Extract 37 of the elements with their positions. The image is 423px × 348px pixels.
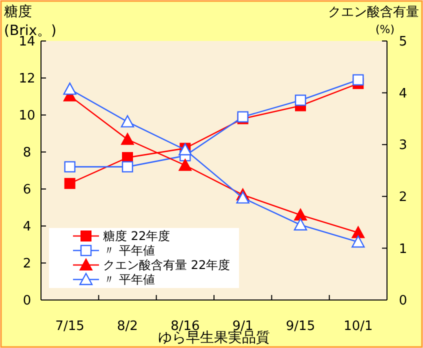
- point: [294, 208, 307, 221]
- y-tick-label: 2: [22, 256, 32, 272]
- point: [64, 161, 76, 172]
- legend-label: 〃 平年値: [103, 272, 155, 287]
- legend-label: 〃 平年値: [103, 244, 155, 258]
- y-tick-label: 0: [22, 294, 32, 309]
- y-tick-label: 6: [22, 182, 32, 198]
- x-tick-label: 10/1: [344, 319, 373, 334]
- y2-tick-label: 5: [398, 34, 408, 50]
- y2-tick-label: 0: [398, 294, 408, 309]
- point: [352, 235, 365, 248]
- y-tick-label: 4: [22, 220, 32, 235]
- y2-tick-label: 2: [398, 190, 408, 205]
- point: [352, 226, 365, 238]
- y-tick-label: 10: [18, 108, 36, 124]
- point: [178, 158, 192, 171]
- y-tick-label: 14: [18, 34, 36, 50]
- point: [294, 218, 308, 230]
- point: [120, 115, 134, 128]
- x-tick-label: 8/2: [117, 319, 138, 334]
- y2-tick-label: 3: [398, 138, 408, 154]
- y-tick-label: 8: [22, 146, 32, 161]
- legend-label: クエン酸含有量 22年度: [103, 258, 230, 272]
- point: [64, 178, 76, 189]
- point: [122, 161, 134, 172]
- point: [63, 82, 76, 95]
- y2-tick-label: 1: [398, 242, 408, 257]
- y-tick-label: 12: [18, 72, 36, 87]
- point: [236, 191, 250, 204]
- point: [352, 74, 364, 86]
- y2-tick-label: 4: [398, 86, 408, 102]
- legend-label: 糖度 22年度: [103, 229, 170, 244]
- y2-axis-title: クエン酸含有量 (%): [328, 5, 419, 36]
- x-tick-label: 9/15: [286, 319, 316, 334]
- x-tick-label: 7/15: [55, 319, 84, 334]
- point: [121, 132, 134, 145]
- point: [294, 94, 306, 106]
